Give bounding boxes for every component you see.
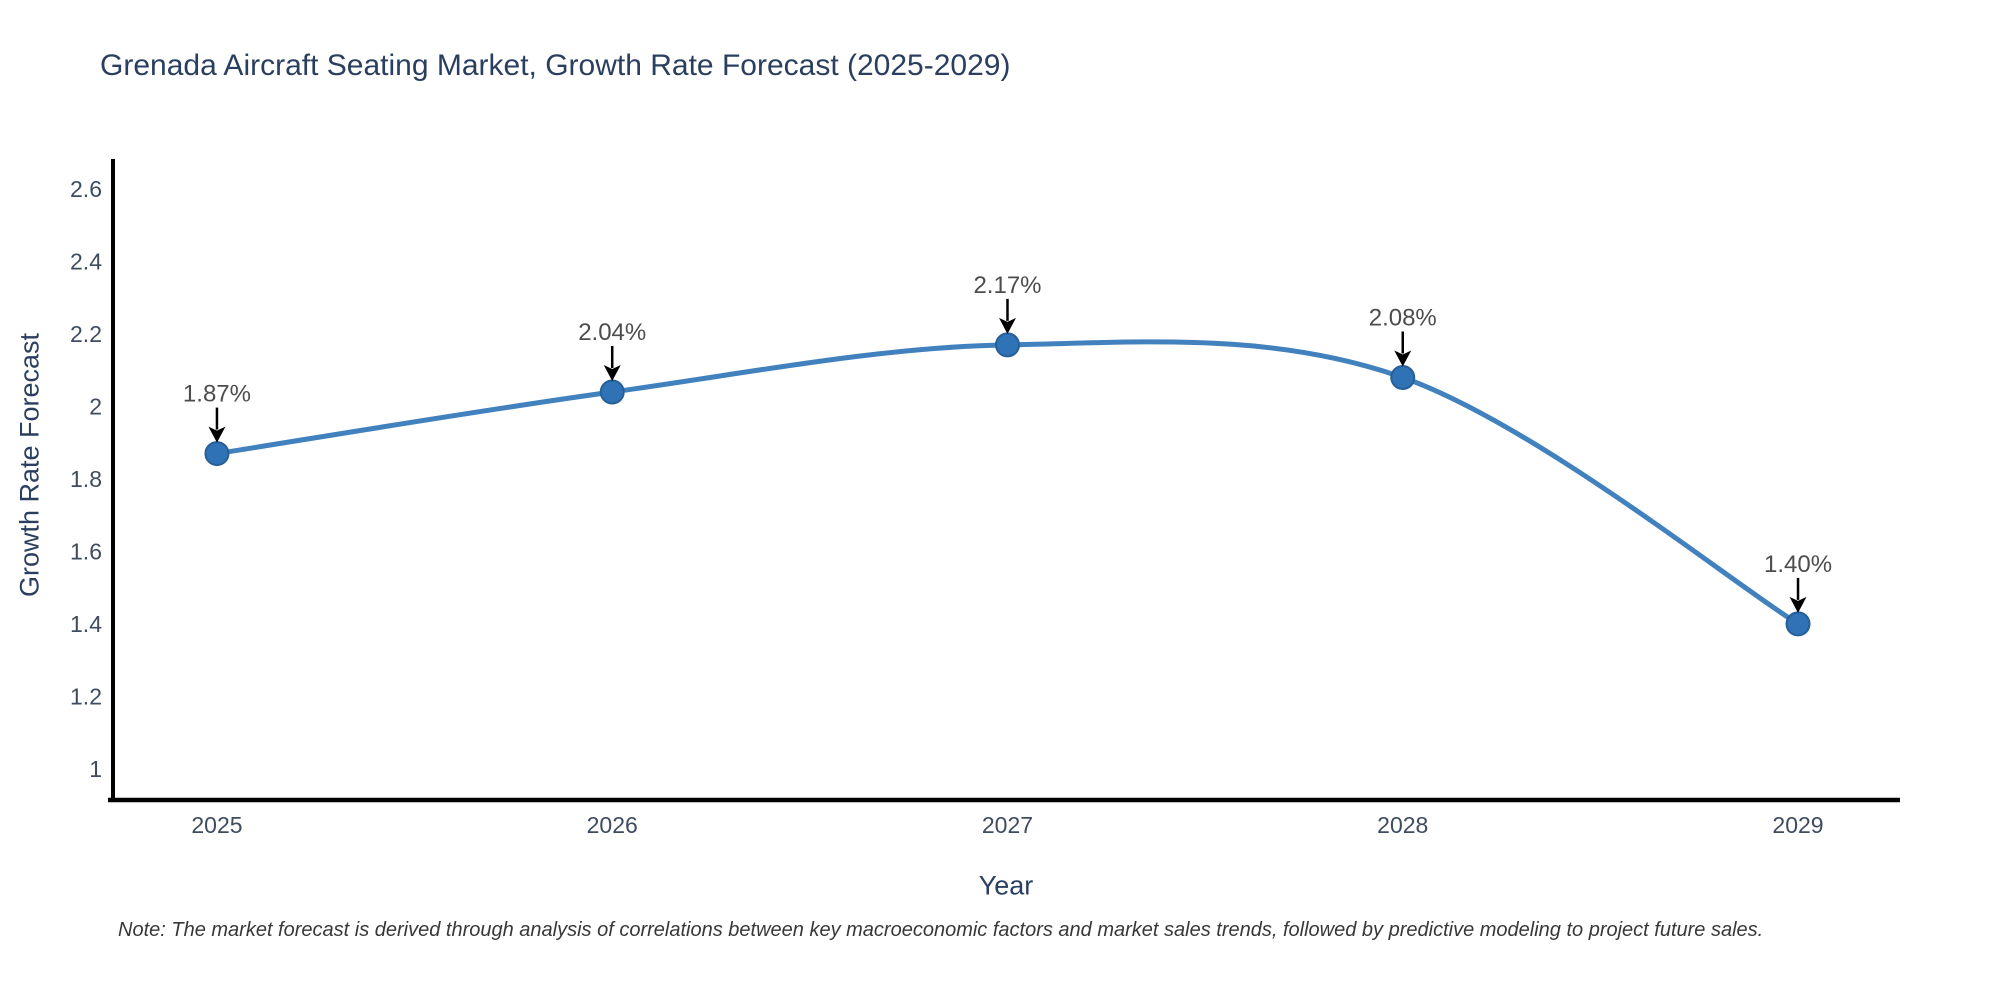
annotation-label: 2.08%	[1369, 304, 1437, 331]
y-tick-label: 2.4	[70, 249, 102, 275]
annotation-arrowhead	[1394, 350, 1412, 367]
y-tick-label: 1.2	[70, 683, 102, 709]
x-tick-label: 2029	[1772, 812, 1823, 838]
annotation-arrowhead	[1789, 596, 1807, 613]
annotation-arrowhead	[998, 317, 1016, 334]
y-tick-label: 1.4	[70, 611, 102, 637]
y-tick-label: 2	[89, 393, 102, 419]
annotation-label: 1.40%	[1764, 551, 1832, 578]
annotation-label: 2.04%	[578, 319, 646, 346]
x-axis-title: Year	[978, 870, 1034, 901]
footnote: Note: The market forecast is derived thr…	[118, 919, 1764, 941]
annotation-arrowhead	[208, 426, 226, 443]
x-tick-label: 2026	[587, 812, 638, 838]
data-point-marker	[1785, 611, 1811, 637]
y-tick-label: 1.8	[70, 466, 102, 492]
x-tick-label: 2028	[1377, 812, 1428, 838]
y-tick-label: 1	[89, 756, 102, 782]
chart-title: Grenada Aircraft Seating Market, Growth …	[100, 49, 1011, 82]
annotation-label: 2.17%	[973, 272, 1041, 299]
annotation-label: 1.87%	[183, 381, 251, 408]
data-point-marker	[1390, 364, 1416, 390]
data-point-marker	[994, 332, 1020, 358]
y-tick-label: 2.6	[70, 176, 102, 202]
annotation-arrowhead	[603, 364, 621, 381]
forecast-line	[214, 339, 1801, 627]
data-point-marker	[204, 441, 230, 467]
y-tick-label: 1.6	[70, 538, 102, 564]
data-point-marker	[599, 379, 625, 405]
x-tick-label: 2027	[982, 812, 1033, 838]
y-tick-label: 2.2	[70, 321, 102, 347]
x-tick-label: 2025	[191, 812, 242, 838]
